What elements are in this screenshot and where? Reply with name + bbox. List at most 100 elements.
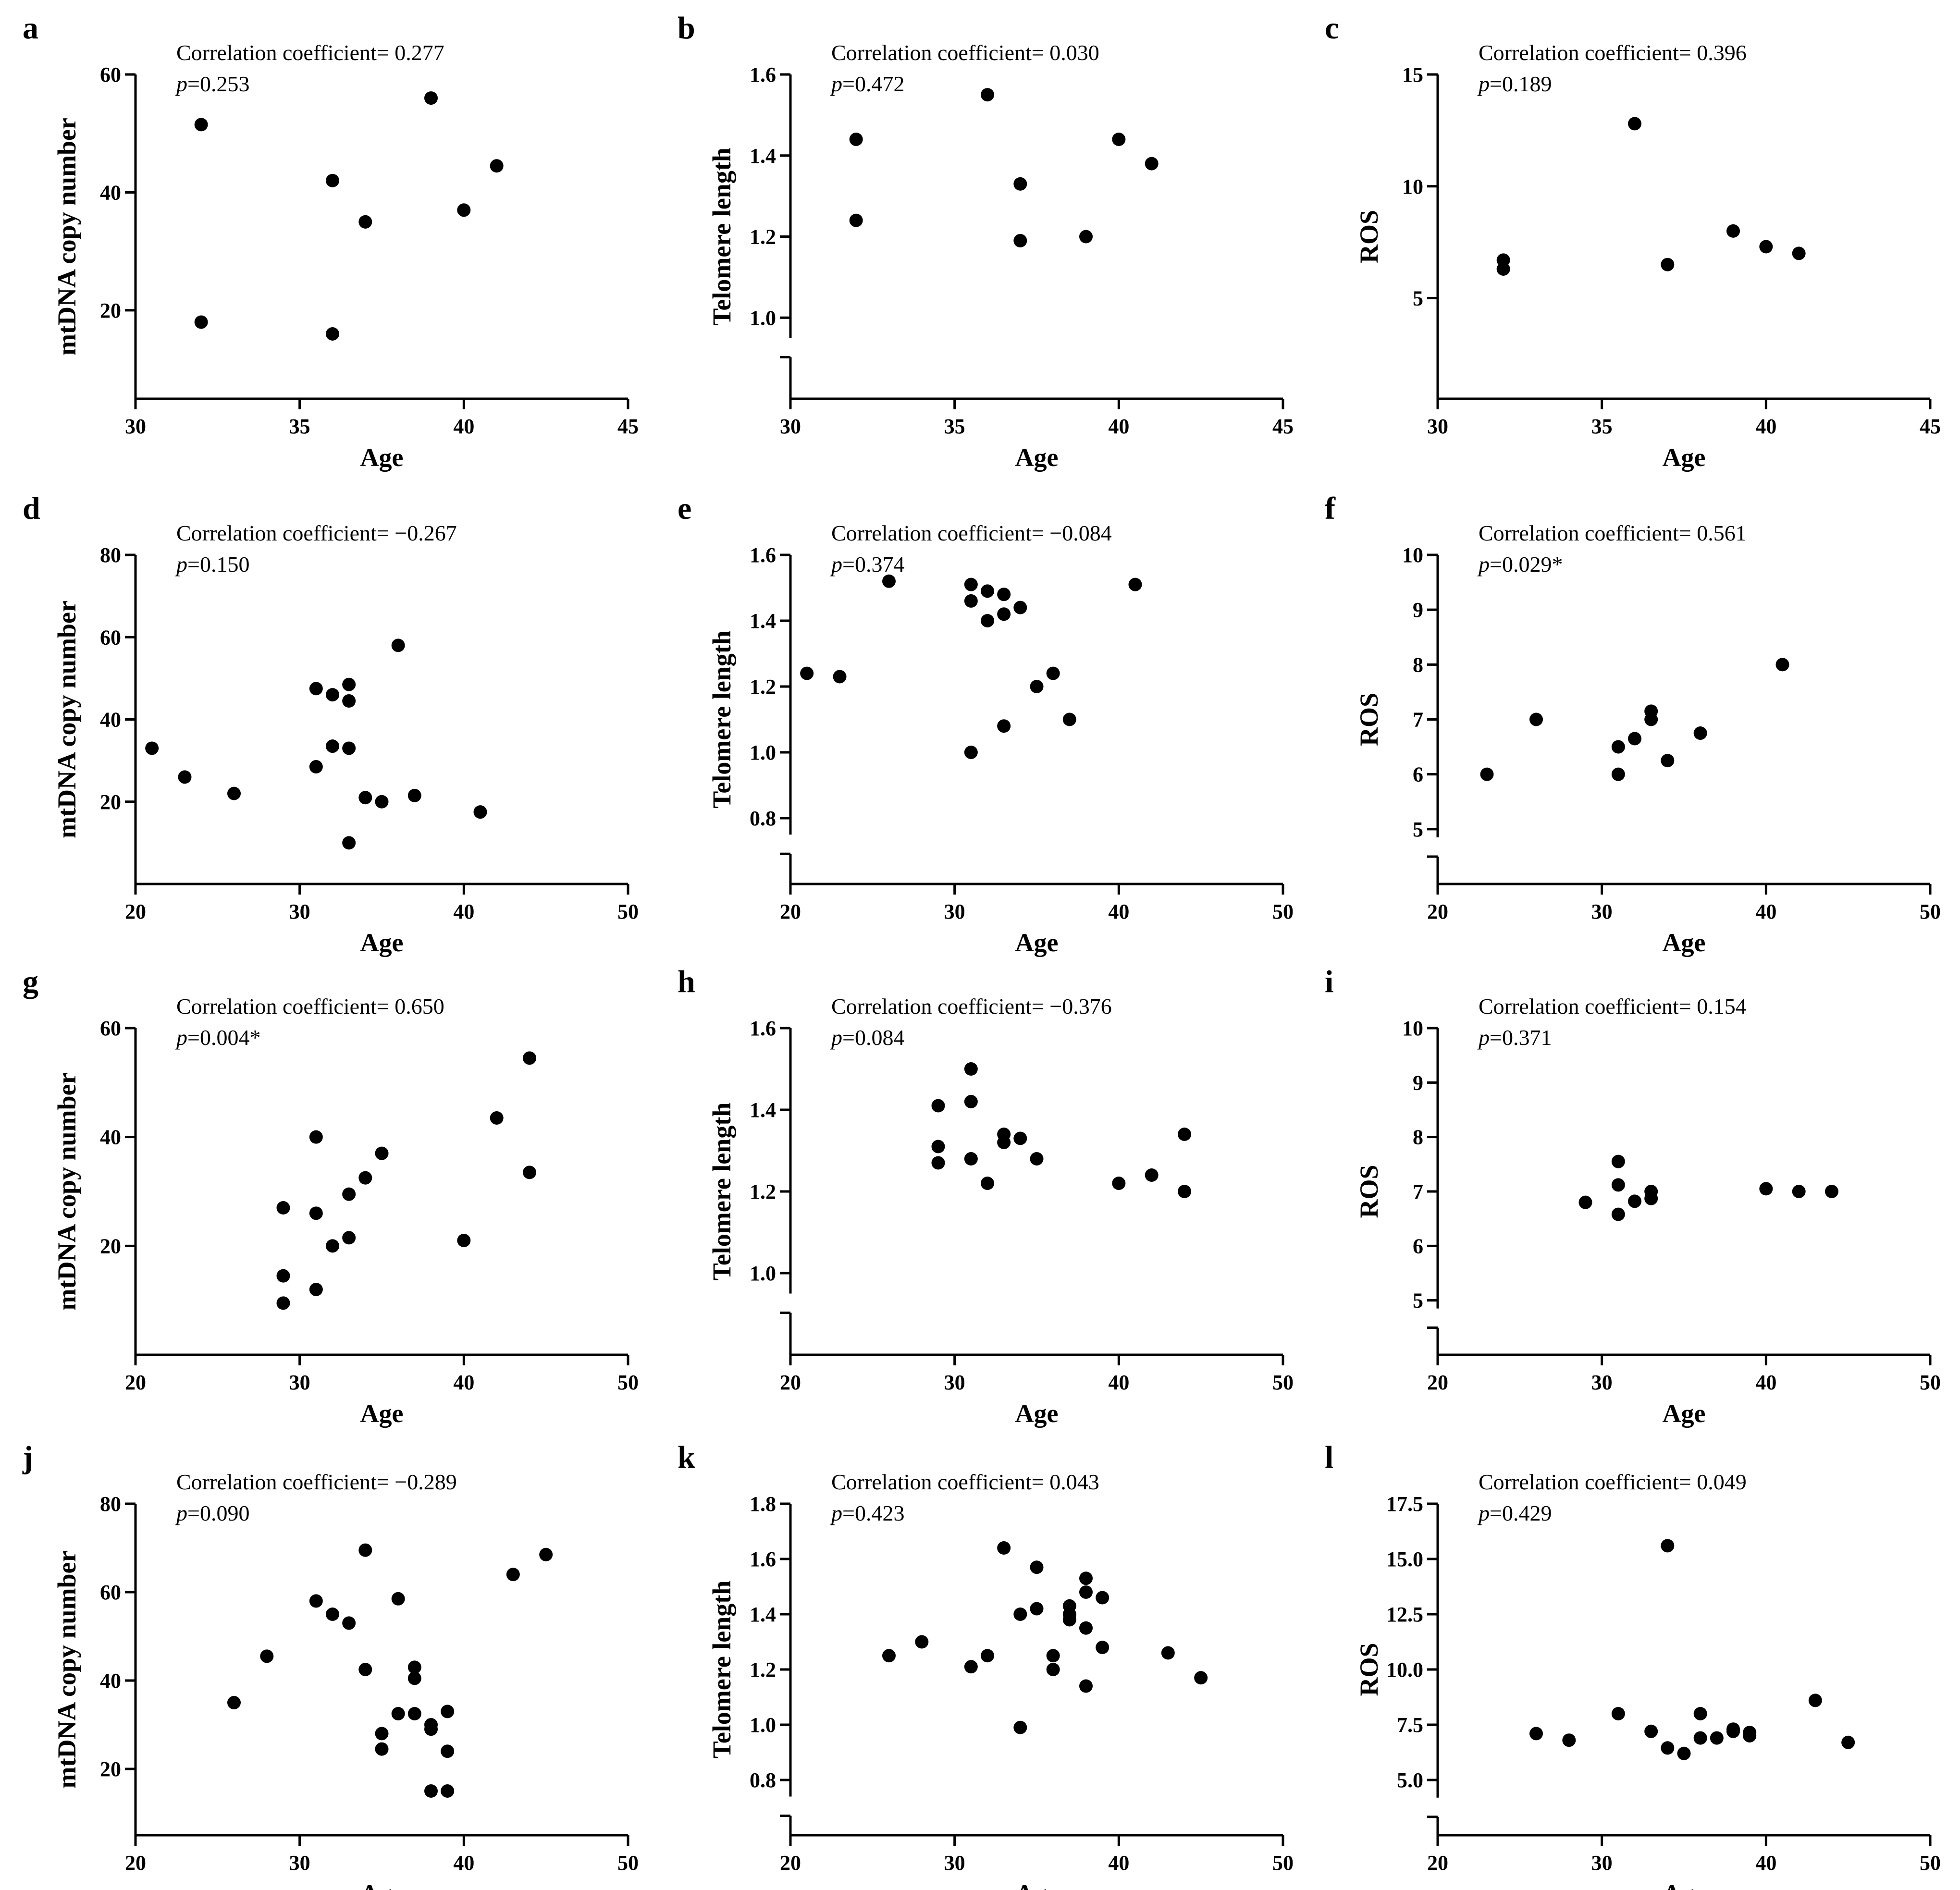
data-point <box>981 1649 994 1663</box>
data-point <box>326 739 339 753</box>
x-tick-label: 40 <box>453 900 474 923</box>
panel-letter: l <box>1325 1440 1333 1475</box>
y-tick-label: 20 <box>100 790 121 814</box>
y-tick-label: 20 <box>100 299 121 322</box>
panel-letter: b <box>678 11 695 46</box>
y-tick-label: 10 <box>1402 175 1423 198</box>
data-point <box>1112 133 1126 146</box>
data-point <box>1013 1608 1027 1621</box>
panel-b: b 1.0 1.2 1.4 1.6 30 35 40 45 Age Telomere length C… <box>678 11 1294 472</box>
data-point <box>506 1568 520 1582</box>
x-tick-label: 35 <box>1591 415 1613 438</box>
data-point <box>145 741 159 755</box>
data-point <box>1096 1591 1109 1605</box>
data-point <box>1743 1729 1757 1743</box>
panel-letter: c <box>1325 11 1339 46</box>
data-point <box>342 1231 356 1245</box>
p-symbol: p <box>1477 72 1490 96</box>
x-tick-label: 40 <box>1755 900 1776 923</box>
data-point <box>1079 1679 1093 1693</box>
p-value: =0.429 <box>1490 1501 1552 1525</box>
data-point <box>981 1177 994 1190</box>
data-point <box>178 770 192 784</box>
y-axis-title: ROS <box>1355 1643 1383 1696</box>
x-axis-title: Age <box>1663 928 1706 957</box>
panel-letter: f <box>1325 491 1336 526</box>
data-point <box>1096 1641 1109 1654</box>
p-value: =0.004* <box>187 1025 260 1050</box>
data-point <box>997 719 1011 733</box>
x-tick-label: 30 <box>944 900 965 923</box>
data-point <box>1178 1128 1191 1141</box>
y-tick-label: 9 <box>1413 598 1423 622</box>
data-point <box>1013 233 1027 247</box>
y-tick-label: 1.6 <box>750 543 776 567</box>
data-point <box>358 215 372 229</box>
data-point <box>375 1727 389 1741</box>
data-point <box>1726 1724 1740 1738</box>
y-axis-title: Telomere length <box>707 147 736 325</box>
data-point <box>964 1062 978 1076</box>
panel-letter: e <box>678 491 691 526</box>
panel-c: c 5 10 15 30 35 40 45 Age ROS Correlation coeffici… <box>1325 11 1941 472</box>
data-point <box>358 1663 372 1676</box>
data-point <box>358 1543 372 1557</box>
data-point <box>424 1784 438 1798</box>
y-tick-label: 6 <box>1413 763 1423 786</box>
y-tick-label: 1.6 <box>750 1547 776 1571</box>
x-tick-label: 50 <box>617 1851 639 1875</box>
data-point <box>849 213 863 227</box>
correlation-coefficient: Correlation coefficient= −0.267 <box>176 521 457 545</box>
y-tick-label: 8 <box>1413 653 1423 676</box>
data-point <box>1611 1178 1625 1192</box>
data-point <box>1611 1707 1625 1720</box>
data-point <box>1825 1185 1838 1198</box>
data-point <box>997 1136 1011 1149</box>
panel-letter: k <box>678 1440 695 1475</box>
p-value: =0.150 <box>187 552 249 577</box>
x-axis-title: Age <box>1015 1879 1059 1890</box>
data-point <box>227 786 241 800</box>
data-point <box>473 805 487 819</box>
data-point <box>391 1592 405 1606</box>
data-point <box>1628 1194 1641 1208</box>
data-point <box>800 666 814 680</box>
y-axis-title: Telomere length <box>707 1103 736 1280</box>
p-symbol: p <box>175 1501 187 1525</box>
data-point <box>1808 1694 1822 1707</box>
correlation-coefficient: Correlation coefficient= 0.396 <box>1479 40 1747 65</box>
x-tick-label: 30 <box>780 415 801 438</box>
data-point <box>997 588 1011 601</box>
correlation-coefficient: Correlation coefficient= 0.277 <box>176 40 444 65</box>
y-tick-label: 1.0 <box>750 306 776 330</box>
data-point <box>1145 1168 1159 1182</box>
x-tick-label: 40 <box>1755 1851 1776 1875</box>
data-point <box>849 133 863 146</box>
data-point <box>1161 1646 1175 1660</box>
y-axis-title: ROS <box>1355 210 1383 263</box>
data-point <box>407 1671 421 1685</box>
y-tick-label: 20 <box>100 1234 121 1258</box>
y-tick-label: 1.4 <box>750 144 776 168</box>
y-axis-title: mtDNA copy number <box>52 1551 81 1789</box>
data-point <box>1529 712 1543 726</box>
data-point <box>194 118 208 132</box>
data-point <box>1775 658 1789 672</box>
panel-letter: d <box>23 491 40 526</box>
data-point <box>1628 732 1641 746</box>
y-tick-label: 1.4 <box>750 1098 776 1122</box>
x-tick-label: 30 <box>289 900 310 923</box>
p-value-line: p=0.189 <box>1477 72 1552 96</box>
panel-d: d 20 40 60 80 20 30 40 50 Age mtDNA copy number Cor… <box>23 491 639 957</box>
y-axis-title: mtDNA copy number <box>52 118 81 356</box>
x-tick-label: 50 <box>1272 1371 1294 1394</box>
panel-k: k 0.8 1.0 1.2 1.4 1.6 1.8 20 30 40 50 Age Telomere l… <box>678 1440 1294 1890</box>
data-point <box>981 584 994 598</box>
y-tick-label: 40 <box>100 181 121 204</box>
data-point <box>441 1784 455 1798</box>
panel-l: l 5.0 7.5 10.0 12.5 15.0 17.5 20 30 40 50 Age ROS Cor… <box>1325 1440 1941 1890</box>
data-point <box>523 1051 536 1065</box>
data-point <box>490 1111 504 1125</box>
data-point <box>1030 1560 1044 1574</box>
panel-letter: g <box>23 964 38 999</box>
